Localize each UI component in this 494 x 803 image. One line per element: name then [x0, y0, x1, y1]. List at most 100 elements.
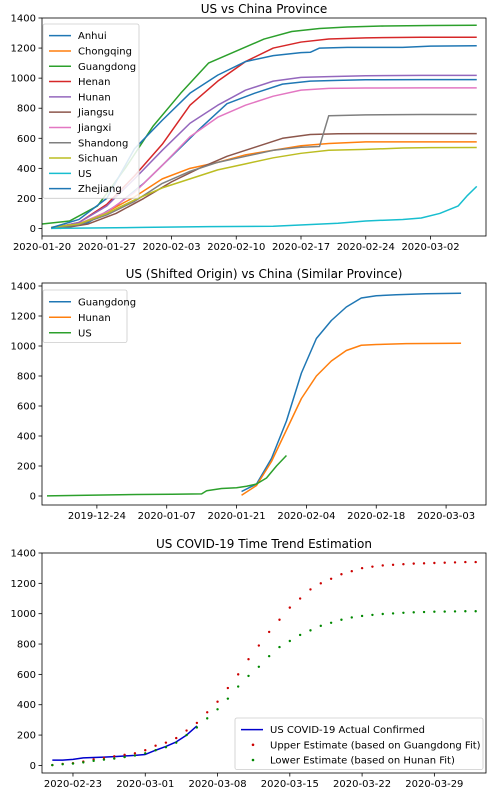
data-point	[309, 629, 312, 632]
data-point	[92, 759, 95, 763]
x-tick-label: 2020-03-22	[333, 779, 391, 790]
legend-label: Henan	[78, 77, 110, 88]
data-point	[319, 582, 322, 585]
data-point	[185, 729, 188, 732]
y-tick-label: 800	[17, 640, 36, 651]
data-point	[464, 560, 467, 564]
chart-title: US vs China Province	[201, 2, 328, 16]
data-point	[206, 711, 209, 714]
data-point	[371, 565, 374, 568]
legend-box	[42, 23, 140, 199]
data-point	[433, 610, 436, 613]
data-point	[71, 762, 75, 765]
y-tick-label: 1200	[11, 44, 36, 55]
data-point	[267, 654, 271, 658]
data-point	[443, 610, 446, 613]
data-point	[175, 741, 178, 744]
data-point	[154, 744, 157, 747]
data-point	[216, 700, 219, 703]
plot-area	[51, 560, 477, 767]
x-tick-label: 2020-03-29	[405, 779, 463, 790]
data-point	[360, 566, 364, 570]
y-tick-label: 0	[30, 224, 36, 235]
legend: Guangdong Hunan US	[42, 289, 136, 343]
data-point	[195, 726, 199, 729]
legend-label: Jiangxi	[77, 123, 111, 134]
x-tick-label: 2020-02-04	[277, 511, 335, 522]
legend-marker	[251, 743, 255, 747]
series-line-shandong	[51, 113, 477, 229]
data-point	[144, 749, 147, 752]
legend-label: Chongqing	[78, 46, 132, 57]
data-point	[257, 644, 261, 647]
data-point	[402, 611, 405, 614]
data-point	[350, 616, 353, 619]
legend-box	[42, 289, 128, 343]
y-tick-label: 600	[17, 134, 36, 145]
data-point	[350, 570, 353, 573]
y-tick-label: 200	[17, 731, 36, 742]
x-tick-label: 2020-02-03	[142, 242, 200, 253]
series-line-hunan	[241, 342, 462, 496]
x-tick-label: 2020-02-17	[272, 242, 330, 253]
data-point	[474, 610, 477, 613]
chart-title: US COVID-19 Time Trend Estimation	[156, 537, 372, 551]
data-point	[298, 597, 302, 600]
legend-label: Shandong	[78, 138, 128, 149]
plot-area	[46, 292, 462, 497]
data-point	[391, 612, 395, 615]
data-point	[288, 639, 292, 643]
legend-label: Jiangsu	[77, 108, 114, 119]
series-line-jiangxi	[51, 87, 477, 229]
data-point	[113, 755, 116, 758]
legend-label: Anhui	[78, 31, 107, 42]
axes-frame	[41, 282, 487, 506]
data-point	[206, 717, 209, 720]
data-point	[61, 763, 64, 766]
axes-frame	[41, 17, 487, 237]
series-lower-estimate-based-on-hunan-fit	[51, 610, 477, 767]
y-tick-label: 200	[17, 194, 36, 205]
data-point	[226, 686, 230, 690]
y-tick-label: 200	[17, 462, 36, 473]
data-point	[381, 564, 384, 567]
data-point	[185, 733, 188, 737]
legend-label: Hunan	[78, 92, 111, 103]
y-tick-label: 1400	[11, 282, 36, 293]
data-point	[164, 741, 168, 744]
legend-box	[234, 717, 484, 770]
data-point	[360, 614, 364, 618]
x-tick-label: 2020-03-02	[401, 242, 459, 253]
legend-label: Hunan	[78, 313, 111, 324]
y-tick-label: 400	[17, 164, 36, 175]
legend-label: Sichuan	[78, 154, 118, 165]
y-tick-label: 1000	[11, 74, 36, 85]
data-point	[371, 613, 374, 617]
legend: US COVID-19 Actual Confirmed Upper Estima…	[234, 717, 484, 770]
data-point	[216, 708, 219, 711]
data-point	[144, 752, 147, 755]
data-point	[236, 685, 240, 688]
data-point	[51, 763, 54, 767]
data-point	[247, 658, 250, 661]
data-point	[329, 577, 333, 580]
legend-label: Guangdong	[78, 297, 136, 308]
y-tick-label: 600	[17, 402, 36, 413]
series-line-us	[51, 185, 478, 230]
x-tick-label: 2020-03-03	[417, 511, 475, 522]
data-point	[422, 610, 426, 614]
y-tick-label: 1400	[11, 14, 36, 25]
axes-frame	[41, 552, 487, 774]
data-point	[278, 645, 281, 649]
y-tick-label: 0	[30, 761, 36, 772]
legend-label: US COVID-19 Actual Confirmed	[270, 725, 425, 736]
data-point	[464, 610, 467, 613]
legend-label: Lower Estimate (based on Hunan Fit)	[270, 756, 455, 767]
series-line-jiangsu	[60, 132, 477, 230]
y-tick-label: 400	[17, 700, 36, 711]
legend: Anhui Chongqing Guangdong Henan Hunan Jiangsu…	[42, 23, 140, 199]
legend-marker	[251, 758, 255, 762]
data-point	[226, 697, 230, 700]
legend-label: US	[78, 328, 92, 339]
data-point	[402, 563, 405, 566]
